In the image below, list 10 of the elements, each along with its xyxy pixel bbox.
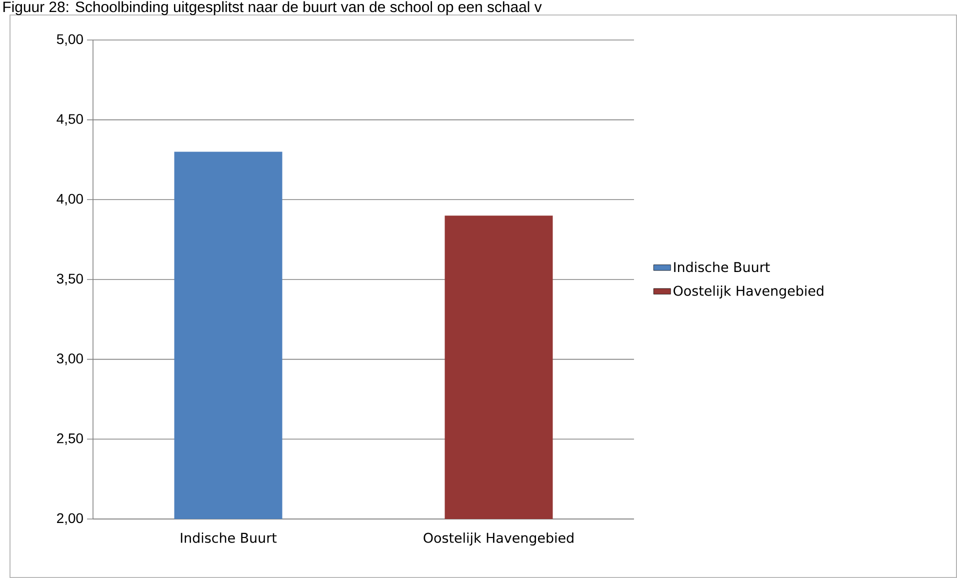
- y-tick-label: 3,50: [56, 274, 83, 286]
- y-tick-label: 3,00: [56, 354, 83, 366]
- legend-label: Indische Buurt: [674, 262, 770, 272]
- y-tick-label: 5,00: [56, 34, 83, 46]
- y-tick-label: 2,00: [57, 513, 83, 525]
- y-tick-label: 4,50: [56, 114, 83, 126]
- y-tick-label: 4,00: [56, 194, 83, 206]
- y-tick-label: 2,50: [57, 433, 83, 445]
- legend-label: Oostelijk Havengebied: [674, 285, 824, 298]
- chart-title: Figuur 28: Schoolbinding uitgesplitst naar de buurt van de school op een schaal v: [3, 1, 542, 16]
